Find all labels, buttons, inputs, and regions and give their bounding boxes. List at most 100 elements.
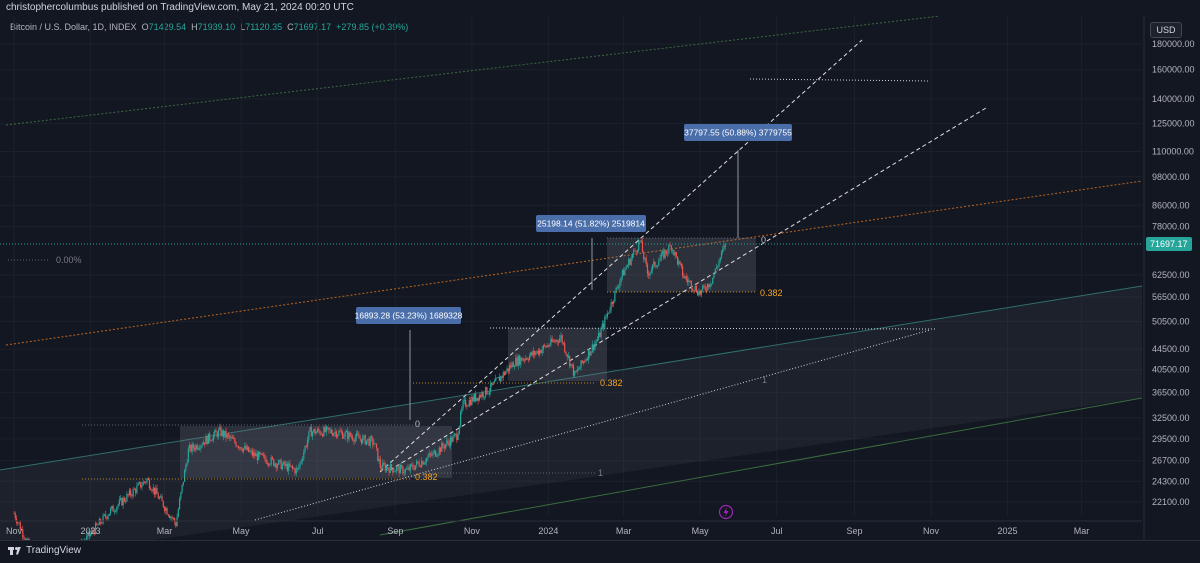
candle-body-370 [477, 397, 479, 401]
candle-body-301 [390, 464, 393, 469]
candle-body-460 [590, 351, 592, 356]
candle-body-365 [471, 397, 473, 406]
candle-body-447 [574, 371, 576, 376]
candle-body-483 [619, 281, 621, 288]
candle-body-80 [113, 511, 115, 513]
candle-body-384 [495, 377, 497, 382]
candle-body-74 [106, 516, 108, 519]
candle-body-538 [688, 280, 690, 283]
candle-body-149 [200, 445, 202, 449]
candle-body-244 [319, 431, 321, 435]
candle-body-399 [513, 366, 516, 368]
candle-body-387 [498, 377, 501, 382]
annotations: 16893.28 (53.23%) 1689328 25198.14 (51.82… [8, 124, 792, 520]
candle-body-186 [246, 446, 248, 450]
candle-body-172 [229, 435, 231, 439]
candle-body-109 [150, 488, 152, 491]
candle-body-506 [648, 273, 650, 276]
candle-body-340 [439, 447, 442, 452]
candle-body-137 [185, 465, 187, 471]
grid [0, 16, 1142, 516]
candle-body-560 [715, 267, 718, 269]
candle-body-558 [713, 273, 715, 278]
candle-body-214 [281, 464, 284, 470]
candle-body-281 [365, 440, 368, 445]
candle-body-327 [423, 462, 425, 465]
candle-body-263 [343, 436, 345, 439]
candle-body-125 [170, 516, 172, 519]
candle-body-464 [595, 341, 597, 344]
lightning-icon[interactable] [718, 504, 734, 520]
candle-body-85 [120, 497, 122, 500]
candle-body-462 [592, 344, 595, 350]
candle-body-210 [276, 464, 279, 468]
candle-body-269 [350, 436, 353, 438]
time-tick-1: 2023 [81, 526, 101, 536]
time-tick-13: 2025 [998, 526, 1018, 536]
candle-body-372 [480, 395, 482, 398]
candle-body-518 [663, 251, 665, 259]
channel-lower-line [379, 397, 1143, 536]
candle-body-64 [93, 531, 95, 534]
lightning-bolt-shape [723, 507, 729, 517]
low-value: 71120.35 [245, 22, 283, 32]
candle-body-196 [259, 451, 261, 455]
candle-body-565 [722, 248, 724, 252]
close-value: 71697.17 [293, 22, 332, 32]
candle-body-345 [446, 440, 448, 445]
candle-body-367 [473, 394, 475, 402]
candle-body-120 [163, 507, 166, 511]
candle-body-369 [476, 397, 478, 401]
candle-body-71 [102, 515, 104, 524]
candle-body-265 [345, 431, 348, 433]
upper-green-dotted-line [5, 16, 941, 126]
candle-body-135 [182, 481, 184, 485]
candle-body-477 [611, 302, 613, 304]
candle-body-232 [304, 446, 306, 453]
time-tick-11: Sep [846, 526, 862, 536]
candle-body-101 [140, 482, 142, 488]
candle-body-130 [176, 516, 178, 527]
candle-body-178 [236, 446, 238, 448]
candle-body-419 [539, 350, 541, 355]
tradingview-logo[interactable]: TradingView [8, 545, 81, 556]
candle-body-444 [570, 363, 572, 367]
candle-body-0 [13, 513, 15, 514]
candle-body-183 [242, 448, 245, 452]
candle-body-512 [655, 266, 657, 268]
candle-body-179 [237, 446, 240, 448]
candle-body-332 [429, 453, 432, 455]
time-tick-4: Jul [312, 526, 324, 536]
candle-body-549 [702, 285, 704, 291]
fib-0382-2023: 0.382 [415, 472, 438, 482]
candle-body-201 [265, 459, 267, 464]
candle-body-469 [601, 323, 603, 329]
currency-button[interactable]: USD [1150, 22, 1182, 38]
candle-body-297 [385, 467, 388, 471]
candle-body-63 [92, 530, 94, 532]
candle-body-3 [17, 522, 19, 524]
candle-body-283 [368, 438, 370, 446]
candle-body-176 [234, 438, 236, 443]
candle-body-470 [602, 323, 605, 328]
candle-body-187 [247, 446, 250, 452]
candle-body-373 [481, 392, 483, 398]
candle-body-527 [674, 252, 676, 256]
candle-body-436 [560, 335, 562, 339]
candle-body-487 [624, 269, 626, 276]
candle-body-319 [413, 468, 415, 470]
price-chart[interactable]: 16893.28 (53.23%) 1689328 25198.14 (51.82… [0, 16, 1200, 540]
candle-body-145 [195, 444, 197, 450]
candle-body-83 [117, 504, 119, 508]
candle-body-386 [497, 377, 499, 378]
candle-body-280 [364, 435, 366, 445]
candle-body-195 [258, 451, 260, 461]
candle-body-190 [251, 450, 253, 456]
candle-body-151 [202, 442, 205, 445]
price-tick-13: 36500.00 [1152, 387, 1190, 397]
candle-body-488 [625, 267, 627, 270]
candle-body-284 [369, 436, 371, 446]
candle-body-456 [585, 359, 587, 362]
candle-body-471 [604, 316, 606, 328]
candle-body-507 [649, 272, 651, 276]
